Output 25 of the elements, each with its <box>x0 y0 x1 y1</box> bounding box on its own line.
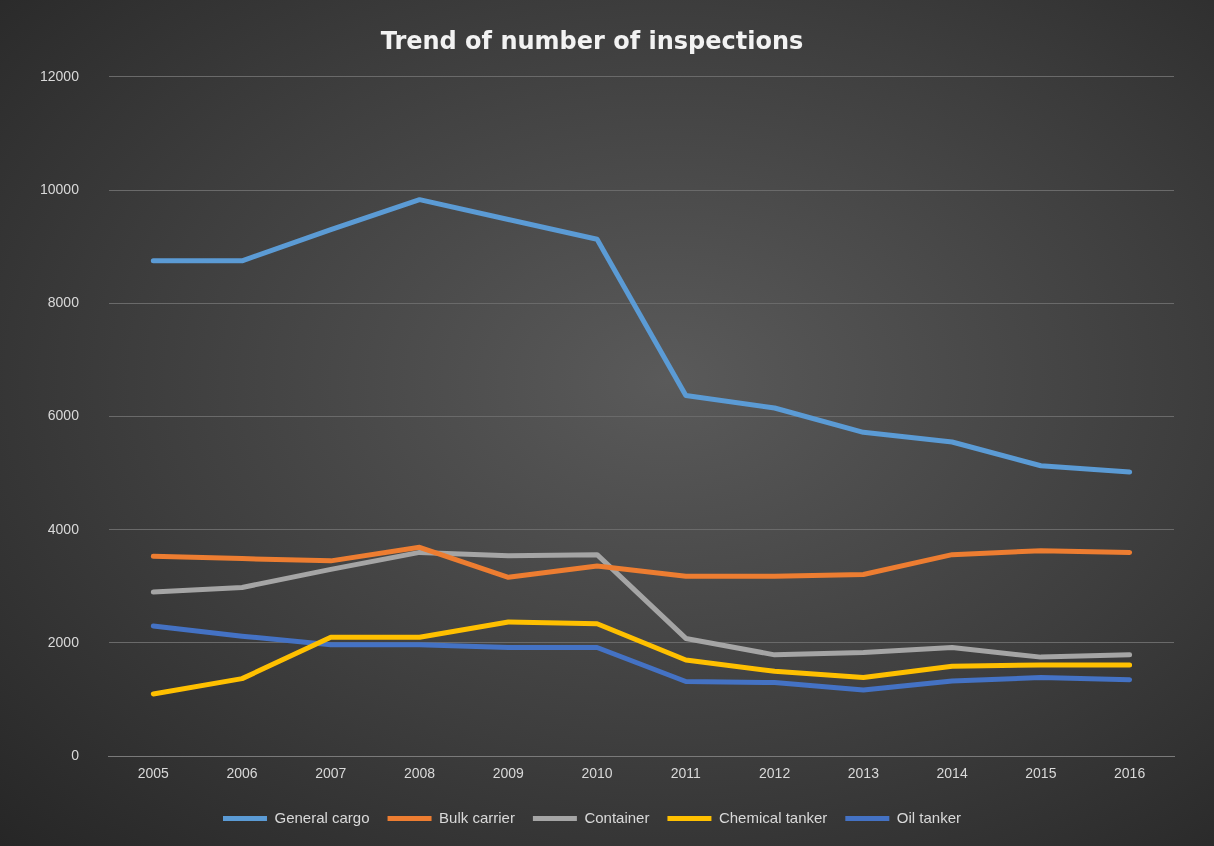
x-tick-label: 2011 <box>670 765 702 782</box>
legend-label: Bulk carrier <box>439 808 515 826</box>
legend-label: Chemical tanker <box>718 808 828 826</box>
legend-label: General cargo <box>274 808 370 826</box>
y-tick-label: 4000 <box>47 520 80 537</box>
x-tick-label: 2006 <box>226 765 258 782</box>
x-tick-label: 2008 <box>404 765 436 782</box>
x-tick-label: 2010 <box>581 765 613 782</box>
y-tick-label: 6000 <box>47 407 80 424</box>
legend-label: Oil tanker <box>896 808 962 826</box>
y-tick-label: 12000 <box>39 67 80 84</box>
y-tick-label: 8000 <box>47 294 80 311</box>
chart-title: Trend of number of inspections <box>380 26 804 55</box>
x-tick-label: 2005 <box>137 765 170 782</box>
x-tick-label: 2007 <box>315 765 347 782</box>
y-tick-label: 10000 <box>39 180 80 197</box>
x-tick-label: 2012 <box>759 765 791 782</box>
y-tick-label: 0 <box>71 747 80 764</box>
y-tick-label: 2000 <box>47 633 80 650</box>
x-tick-label: 2014 <box>936 765 968 782</box>
x-tick-label: 2015 <box>1025 765 1057 782</box>
legend-label: Container <box>584 808 650 826</box>
x-tick-label: 2009 <box>492 765 525 782</box>
x-tick-label: 2013 <box>847 765 880 782</box>
x-tick-label: 2016 <box>1114 765 1146 782</box>
